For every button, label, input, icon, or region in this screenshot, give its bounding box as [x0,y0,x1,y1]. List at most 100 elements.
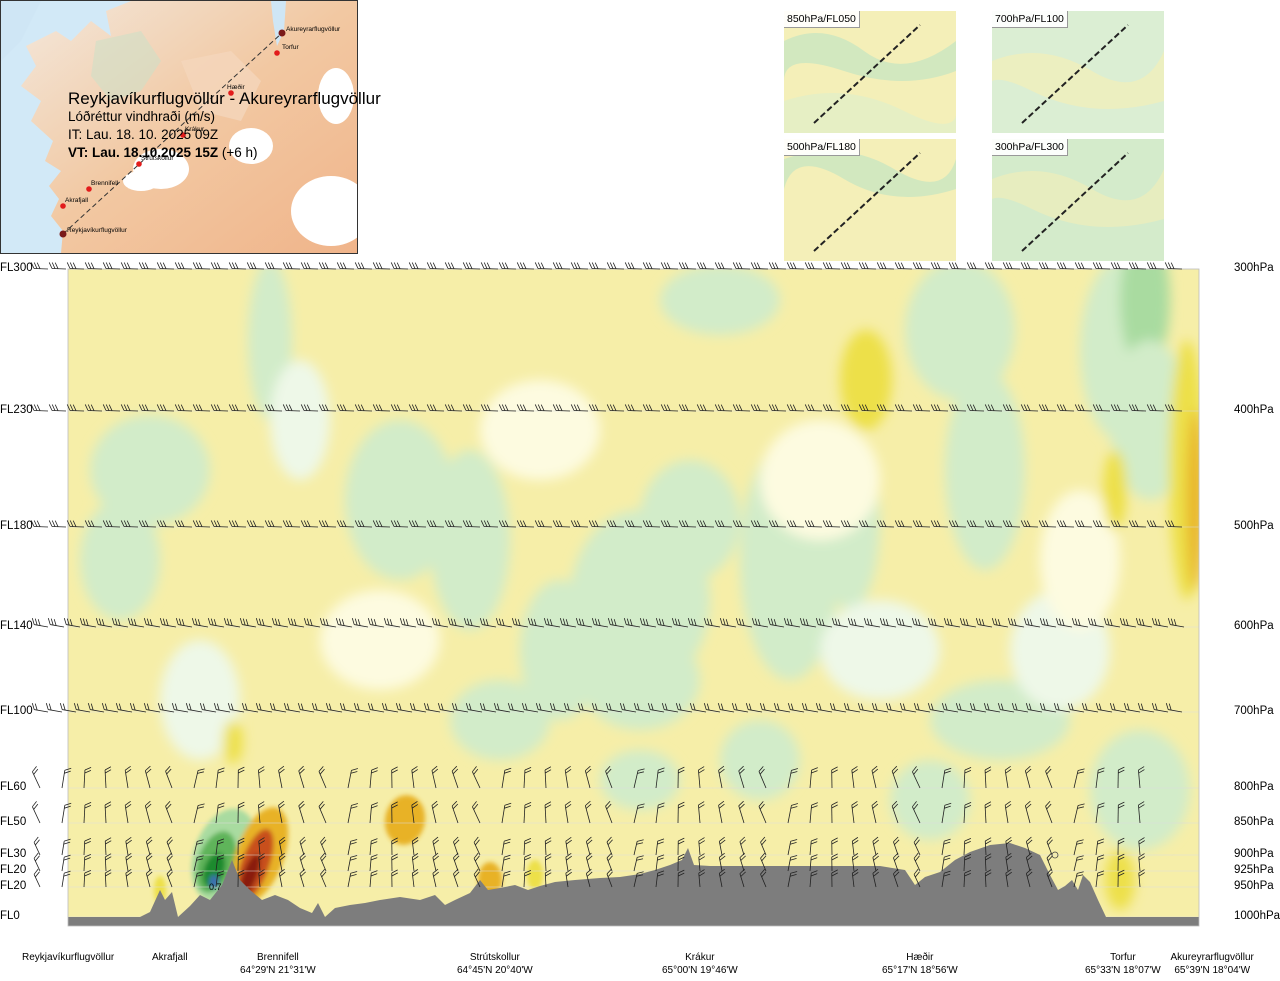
waypoint-label: Torfur [282,44,299,51]
station-label: Brennifell 64°29'N 21°31'W [240,951,316,977]
wind-barb [115,703,133,713]
wind-barb [391,801,398,824]
wind-barb [585,852,593,872]
wind-barb [480,520,499,528]
wind-barb [963,766,972,789]
wind-barb [804,404,823,412]
wind-barb [1024,800,1032,824]
wind-barb [61,870,71,888]
wind-barb [246,404,265,412]
wind-barb [32,801,41,824]
route-waypoints: Akureyrarflugvöllur Torfur Hæðir Krákur Strú… [59,26,341,238]
wind-barb [271,618,289,628]
pressure-level-label: 400hPa [1234,404,1274,416]
thumbnail-700hpa[interactable]: 700hPa/FL100 [992,11,1164,133]
wind-barb [975,618,993,628]
wind-barb [125,836,132,856]
wind-barb [237,766,245,789]
thumbnail-500hpa[interactable]: 500hPa/FL180 [784,139,956,261]
wind-barb [717,703,735,713]
field-region [945,370,1025,570]
wind-barb [193,839,204,856]
wind-barb [718,836,726,856]
thumbnail-850hpa[interactable]: 850hPa/FL050 [784,11,956,133]
wind-barb [79,618,97,628]
wind-barb [984,404,1003,412]
wind-barb [451,703,469,713]
field-region [890,760,970,840]
wind-barb [1039,618,1057,628]
wind-barb [480,404,499,412]
thumbnail-label: 700hPa/FL100 [992,11,1068,28]
wind-barb [523,869,532,888]
wind-barb [411,853,419,872]
wind-barb [174,404,193,412]
wind-barb [237,801,245,824]
wind-barb [120,262,139,270]
wind-barb [588,262,607,270]
wind-barb [258,869,265,888]
wind-barb [228,520,247,528]
waypoint-marker [274,50,280,56]
wind-barb [984,520,1003,528]
wind-barb [858,262,877,270]
wind-barb [1005,868,1012,888]
wind-barb [660,520,679,528]
wind-barb [447,618,465,628]
field-region [820,600,940,700]
wind-barb [215,870,225,888]
wind-barb [930,262,949,270]
wind-barb [73,703,91,713]
wind-barb [984,869,992,888]
flight-level-label: FL230 [0,404,33,416]
wind-barb [48,520,67,528]
wind-barb [948,262,967,270]
wind-barb [585,868,593,888]
wind-barb [1117,766,1125,789]
wind-barb [426,404,445,412]
wind-barb [351,618,369,628]
wind-barb [159,618,177,628]
wind-barb [768,404,787,412]
field-region [430,450,510,630]
wind-barb [166,868,173,888]
station-coord: 65°33'N 18°07'W [1085,965,1161,976]
wind-barb [411,801,418,824]
wind-barb [879,618,897,628]
waypoint-marker [278,29,286,37]
wind-barb [891,800,899,824]
wind-barb [787,855,798,872]
wind-barb [444,262,463,270]
wind-barb [858,404,877,412]
wind-barb [101,703,119,713]
wind-barb [1045,800,1053,824]
wind-barb [605,765,613,789]
wind-barb [48,404,67,412]
wind-barb [33,852,41,872]
wind-barb [1025,836,1033,856]
wind-barb [237,869,245,888]
wind-barb [718,852,726,872]
station-label: Reykjavíkurflugvöllur [22,951,114,964]
wind-barb [1073,855,1084,872]
wind-barb [876,520,895,528]
waypoint-label: Akrafjall [65,197,89,204]
field-region [527,860,543,890]
wind-barb [473,836,481,856]
wind-barb [48,262,67,270]
wind-barb [758,801,767,824]
wind-barb [104,869,112,888]
field-region [1105,850,1135,910]
pressure-level-label: 1000hPa [1234,910,1280,922]
wind-barb [738,800,745,824]
wind-barb [511,618,529,628]
wind-barb [876,404,895,412]
pressure-level-label: 600hPa [1234,620,1274,632]
thumbnail-500hpa-canvas [784,139,956,261]
wind-barb [1123,703,1141,713]
thumbnail-300hpa[interactable]: 300hPa/FL300 [992,139,1164,261]
wind-barb [66,404,85,412]
wind-barb [47,618,65,628]
wind-barb [465,703,483,713]
wind-barb [591,618,609,628]
